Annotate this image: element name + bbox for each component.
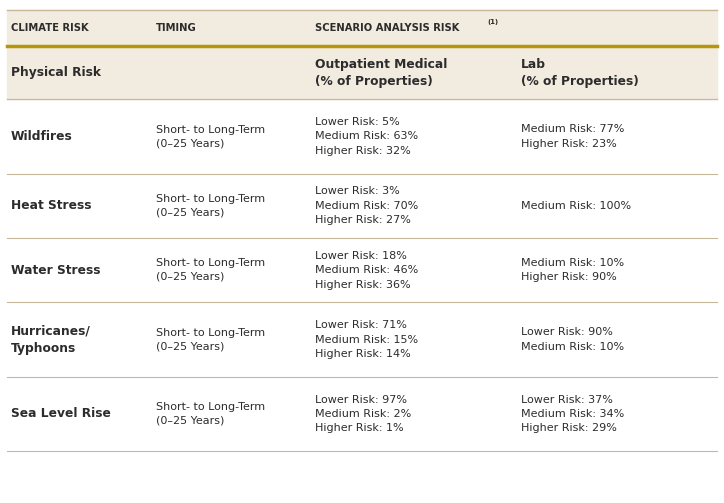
Text: Short- to Long-Term
(0–25 Years): Short- to Long-Term (0–25 Years)	[156, 194, 265, 217]
Bar	[7, 174, 717, 238]
Text: TIMING: TIMING	[156, 23, 196, 33]
Text: Lab
(% of Properties): Lab (% of Properties)	[521, 58, 639, 88]
Text: Lower Risk: 3%
Medium Risk: 70%
Higher Risk: 27%: Lower Risk: 3% Medium Risk: 70% Higher R…	[315, 186, 418, 225]
Text: Medium Risk: 77%
Higher Risk: 23%: Medium Risk: 77% Higher Risk: 23%	[521, 124, 625, 148]
Text: CLIMATE RISK: CLIMATE RISK	[11, 23, 88, 33]
Text: Lower Risk: 97%
Medium Risk: 2%
Higher Risk: 1%: Lower Risk: 97% Medium Risk: 2% Higher R…	[315, 394, 411, 434]
Bar	[7, 10, 717, 46]
Text: Short- to Long-Term
(0–25 Years): Short- to Long-Term (0–25 Years)	[156, 125, 265, 148]
Text: Sea Level Rise: Sea Level Rise	[11, 407, 111, 421]
Bar	[7, 302, 717, 377]
Text: Lower Risk: 18%
Medium Risk: 46%
Higher Risk: 36%: Lower Risk: 18% Medium Risk: 46% Higher …	[315, 250, 418, 290]
Text: Heat Stress: Heat Stress	[11, 199, 91, 212]
Text: Lower Risk: 71%
Medium Risk: 15%
Higher Risk: 14%: Lower Risk: 71% Medium Risk: 15% Higher …	[315, 320, 418, 359]
Bar	[7, 377, 717, 451]
Text: Wildfires: Wildfires	[11, 130, 72, 143]
Text: (1): (1)	[487, 19, 498, 25]
Text: Lower Risk: 37%
Medium Risk: 34%
Higher Risk: 29%: Lower Risk: 37% Medium Risk: 34% Higher …	[521, 394, 625, 434]
Bar	[7, 46, 717, 99]
Text: Outpatient Medical
(% of Properties): Outpatient Medical (% of Properties)	[315, 58, 447, 88]
Bar	[7, 238, 717, 302]
Text: Physical Risk: Physical Risk	[11, 66, 101, 79]
Text: Short- to Long-Term
(0–25 Years): Short- to Long-Term (0–25 Years)	[156, 259, 265, 282]
Bar	[7, 99, 717, 174]
Text: Short- to Long-Term
(0–25 Years): Short- to Long-Term (0–25 Years)	[156, 328, 265, 351]
Text: SCENARIO ANALYSIS RISK: SCENARIO ANALYSIS RISK	[315, 23, 459, 33]
Text: Hurricanes/
Typhoons: Hurricanes/ Typhoons	[11, 324, 90, 355]
Text: Water Stress: Water Stress	[11, 264, 101, 277]
Text: Short- to Long-Term
(0–25 Years): Short- to Long-Term (0–25 Years)	[156, 402, 265, 426]
Text: Medium Risk: 10%
Higher Risk: 90%: Medium Risk: 10% Higher Risk: 90%	[521, 258, 624, 282]
Text: Lower Risk: 90%
Medium Risk: 10%: Lower Risk: 90% Medium Risk: 10%	[521, 327, 624, 352]
Text: Medium Risk: 100%: Medium Risk: 100%	[521, 201, 631, 211]
Text: Lower Risk: 5%
Medium Risk: 63%
Higher Risk: 32%: Lower Risk: 5% Medium Risk: 63% Higher R…	[315, 117, 418, 156]
